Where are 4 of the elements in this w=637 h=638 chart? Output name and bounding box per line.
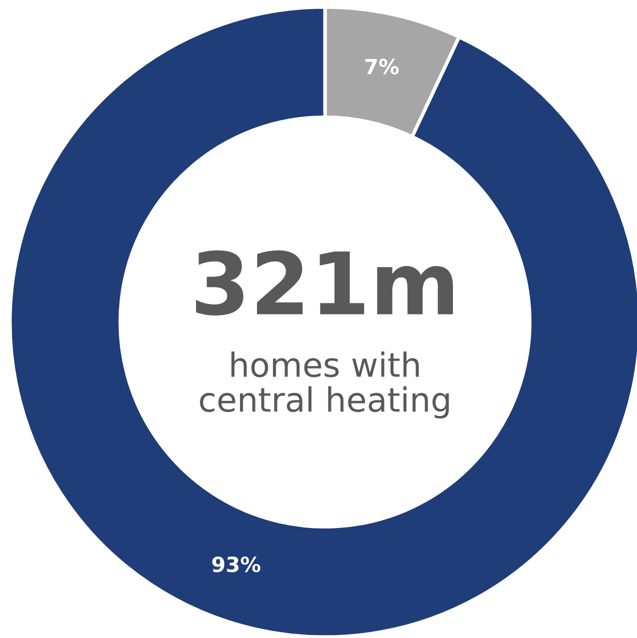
data-label: 93% xyxy=(212,556,260,572)
text: homes with central heating xyxy=(200,351,449,419)
text: 321m xyxy=(196,250,453,316)
data-label: 7% xyxy=(365,58,399,74)
